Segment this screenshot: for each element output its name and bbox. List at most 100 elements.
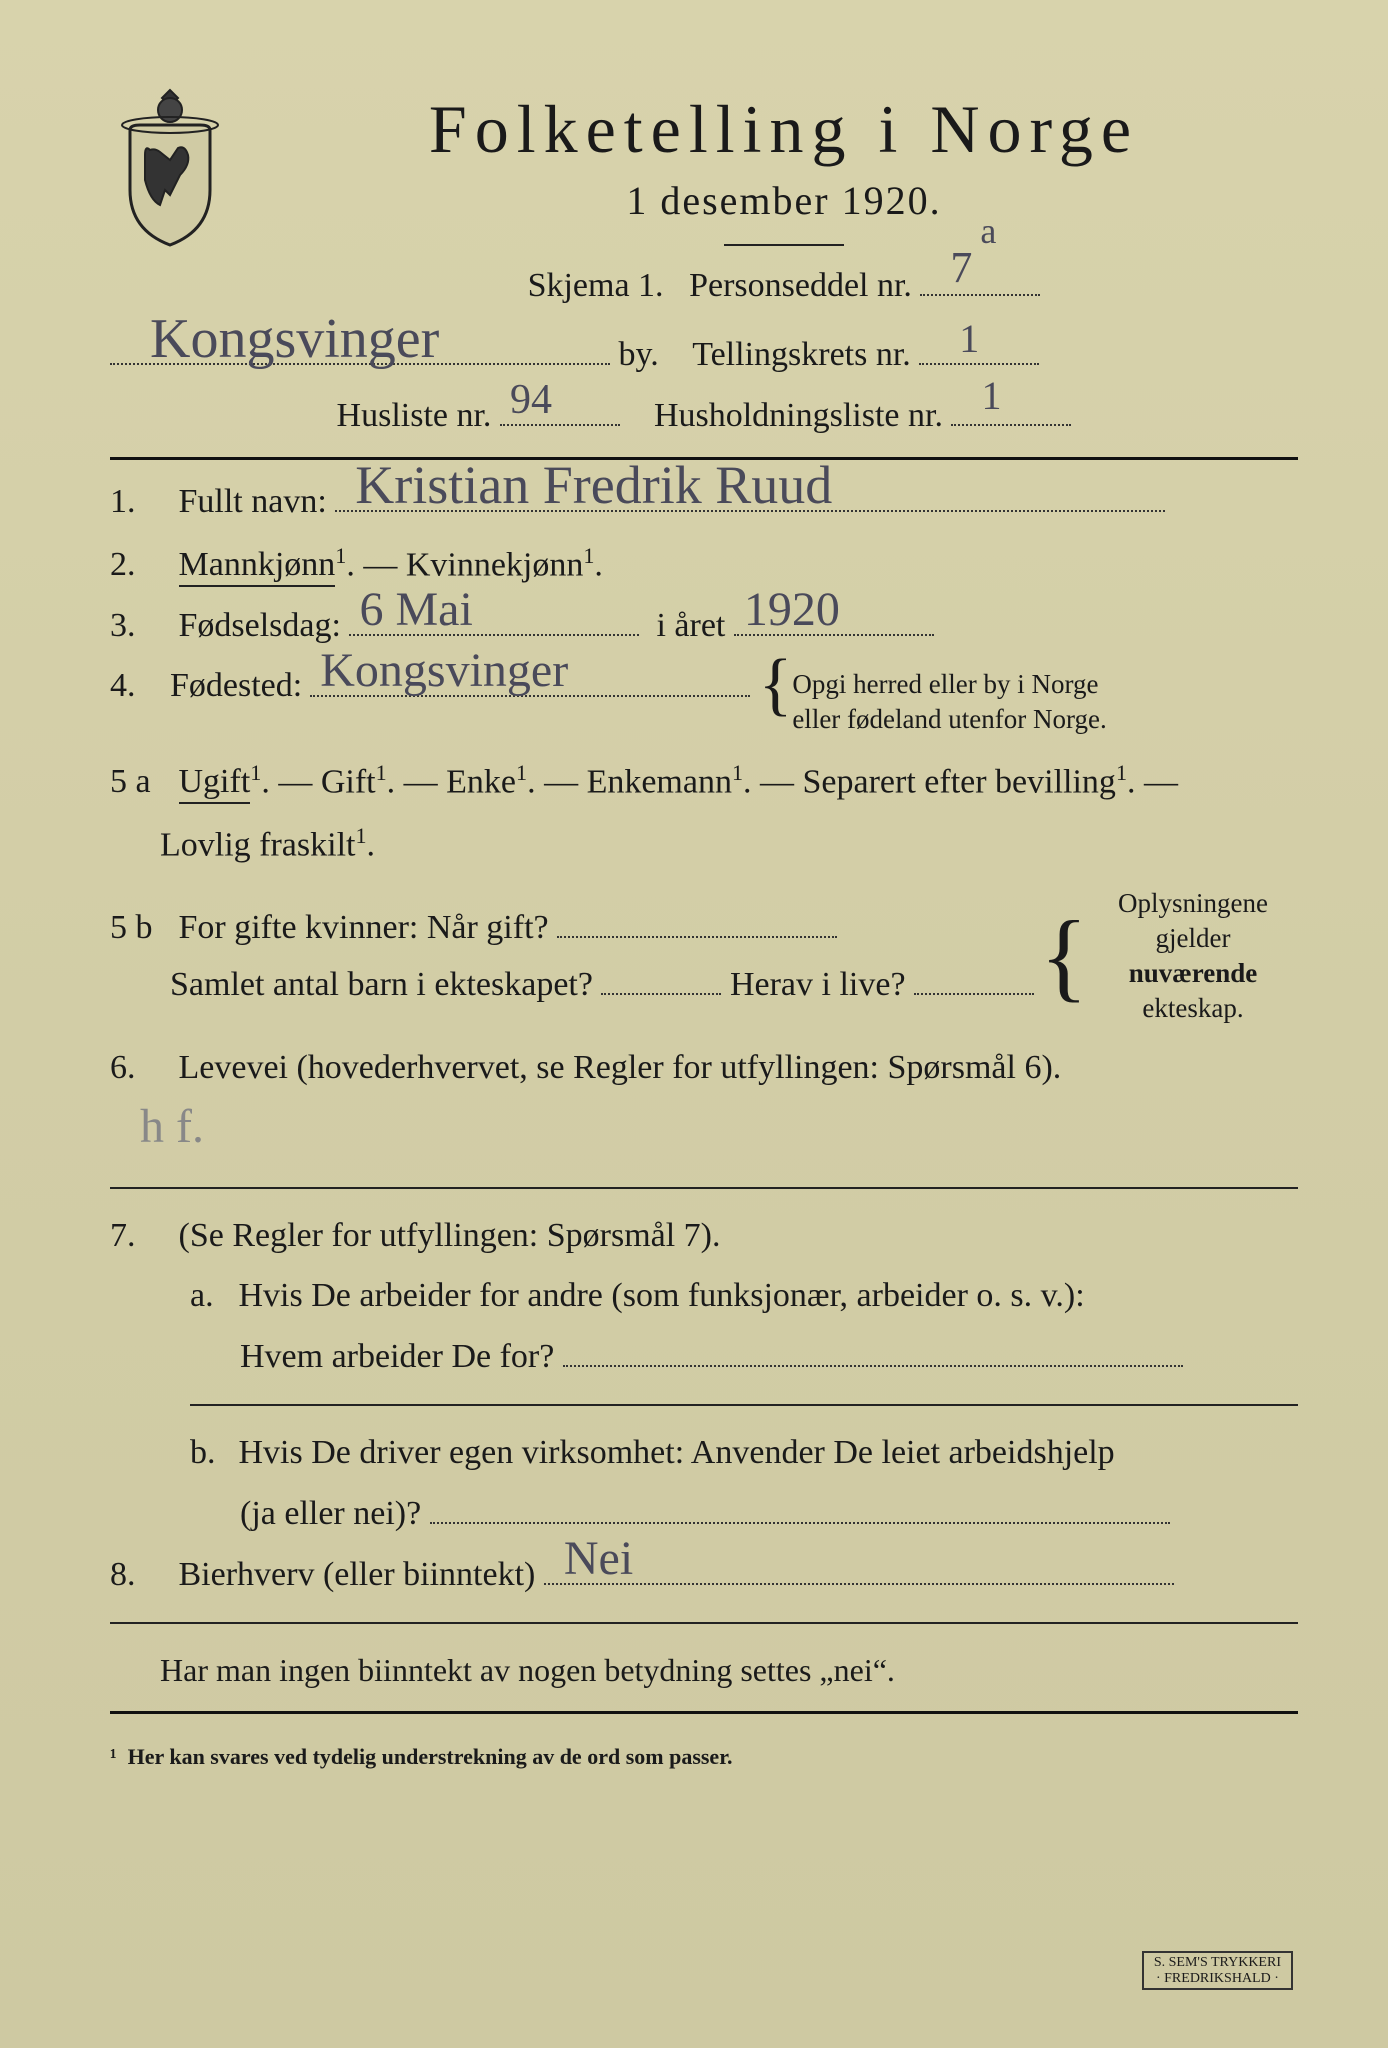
q3-year-field: 1920 <box>734 606 934 636</box>
q1-label: Fullt navn: <box>179 483 327 520</box>
q6-value: h f. <box>140 1099 204 1154</box>
q7-divider <box>190 1404 1298 1406</box>
q4-note-l2: eller fødeland utenfor Norge. <box>792 704 1106 734</box>
q3-year-label: i året <box>656 607 725 644</box>
location-row-2: Husliste nr. 94 Husholdningsliste nr. 1 <box>110 396 1298 435</box>
personseddel-label: Personseddel nr. <box>689 267 912 304</box>
q7a-line1: Hvis De arbeider for andre (som funksjon… <box>239 1277 1085 1314</box>
bottom-line: Har man ingen biinntekt av nogen betydni… <box>160 1652 895 1688</box>
q7b-row: b. Hvis De driver egen virksomhet: Anven… <box>110 1434 1298 1472</box>
q2-num: 2. <box>110 546 170 584</box>
q7-num: 7. <box>110 1217 170 1255</box>
divider <box>724 244 844 246</box>
q3-year-value: 1920 <box>744 582 840 637</box>
q6-row: 6. Levevei (hovederhvervet, se Regler fo… <box>110 1049 1298 1087</box>
q2-dash: — <box>363 546 406 583</box>
q5b-line2b: Herav i live? <box>730 966 906 1003</box>
q3-day-value: 6 Mai <box>359 582 472 637</box>
q5a-enkemann: Enkemann <box>587 763 732 800</box>
q5a-gift: Gift <box>321 763 376 800</box>
q4-label: Fødested: <box>170 667 302 705</box>
personseddel-annotation: a <box>980 210 996 252</box>
subtitle: 1 desember 1920. <box>270 177 1298 224</box>
tellingskrets-field: 1 <box>919 335 1039 365</box>
husholdning-field: 1 <box>951 396 1071 426</box>
husliste-field: 94 <box>500 396 620 426</box>
q4-value: Kongsvinger <box>320 643 568 698</box>
bottom-line-row: Har man ingen biinntekt av nogen betydni… <box>110 1652 1298 1689</box>
q5b-note-l3: ekteskap. <box>1142 993 1243 1023</box>
q8-num: 8. <box>110 1556 170 1594</box>
q5a-row: 5 a Ugift1. — Gift1. — Enke1. — Enkemann… <box>110 760 1298 801</box>
q5b-row: 5 b For gifte kvinner: Når gift? Samlet … <box>110 886 1298 1026</box>
husholdning-value: 1 <box>981 372 1001 419</box>
q5a-fraskilt: Lovlig fraskilt <box>160 826 355 863</box>
q7b-row-2: (ja eller nei)? <box>110 1494 1298 1533</box>
q4-row: 4. Fødested: Kongsvinger { Opgi herred e… <box>110 667 1298 737</box>
section-divider-3 <box>110 1622 1298 1624</box>
personseddel-value: 7 <box>950 242 972 293</box>
footnote: ¹ Her kan svares ved tydelig understrekn… <box>110 1744 1298 1770</box>
brace-icon: { <box>1040 931 1088 981</box>
q7a-label: a. <box>190 1277 230 1315</box>
q5b-note-l2: gjelder nuværende <box>1129 923 1258 988</box>
printer-stamp: S. SEM'S TRYKKERI · FREDRIKSHALD · <box>1142 1951 1293 1990</box>
husliste-label: Husliste nr. <box>337 397 492 434</box>
q7a-row-2: Hvem arbeider De for? <box>110 1337 1298 1376</box>
section-divider-4 <box>110 1711 1298 1714</box>
q5a-separert: Separert efter bevilling <box>803 763 1116 800</box>
q4-note: Opgi herred eller by i Norge eller fødel… <box>792 667 1106 737</box>
q5b-line2a: Samlet antal barn i ekteskapet? <box>170 966 593 1003</box>
q7b-line1: Hvis De driver egen virksomhet: Anvender… <box>239 1434 1115 1471</box>
tellingskrets-value: 1 <box>959 315 979 362</box>
q8-row: 8. Bierhverv (eller biinntekt) Nei <box>110 1555 1298 1594</box>
section-divider-2 <box>110 1187 1298 1189</box>
q5b-num: 5 b <box>110 909 170 947</box>
q3-num: 3. <box>110 607 170 645</box>
q1-field: Kristian Fredrik Ruud <box>335 482 1165 512</box>
schema-label: Skjema 1. <box>528 267 664 304</box>
q6-value-row: h f. <box>110 1109 1298 1159</box>
q1-num: 1. <box>110 483 170 521</box>
title-block: Folketelling i Norge 1 desember 1920. Sk… <box>270 80 1298 305</box>
q1-value: Kristian Fredrik Ruud <box>355 454 832 516</box>
q4-num: 4. <box>110 667 170 705</box>
footnote-text: ¹ Her kan svares ved tydelig understrekn… <box>110 1744 732 1769</box>
q2-kvinne: Kvinnekjønn <box>406 546 584 583</box>
q7a-field <box>563 1337 1183 1367</box>
header: Folketelling i Norge 1 desember 1920. Sk… <box>110 80 1298 305</box>
q8-label: Bierhverv (eller biinntekt) <box>179 1556 536 1593</box>
q6-label: Levevei (hovederhvervet, se Regler for u… <box>179 1049 1062 1086</box>
q5b-live-field <box>914 965 1034 995</box>
husliste-value: 94 <box>510 376 552 424</box>
q5b-barn-field <box>601 965 721 995</box>
by-field: Kongsvinger <box>110 335 610 365</box>
census-form-page: Folketelling i Norge 1 desember 1920. Sk… <box>0 0 1388 2048</box>
schema-line: Skjema 1. Personseddel nr. 7 a <box>270 266 1298 305</box>
q5b-line1: For gifte kvinner: Når gift? <box>179 909 549 946</box>
q3-label: Fødselsdag: <box>179 607 341 644</box>
personseddel-field: 7 a <box>920 266 1040 296</box>
q8-value: Nei <box>564 1531 633 1586</box>
q7a-row: a. Hvis De arbeider for andre (som funks… <box>110 1277 1298 1315</box>
q5b-note: Oplysningene gjelder nuværende ekteskap. <box>1088 886 1298 1026</box>
husholdning-label: Husholdningsliste nr. <box>654 397 943 434</box>
by-label: by. <box>619 336 659 373</box>
q7a-line2: Hvem arbeider De for? <box>240 1338 554 1375</box>
q2-row: 2. Mannkjønn1. — Kvinnekjønn1. <box>110 543 1298 584</box>
main-title: Folketelling i Norge <box>270 90 1298 169</box>
q7b-line2: (ja eller nei)? <box>240 1495 421 1532</box>
by-value: Kongsvinger <box>150 307 439 371</box>
q4-note-l1: Opgi herred eller by i Norge <box>792 669 1098 699</box>
q5a-enke: Enke <box>446 763 516 800</box>
q7-row: 7. (Se Regler for utfyllingen: Spørsmål … <box>110 1217 1298 1255</box>
q5b-gift-field <box>557 908 837 938</box>
q2-mann: Mannkjønn <box>179 546 336 587</box>
stamp-l1: S. SEM'S TRYKKERI <box>1154 1955 1281 1970</box>
location-row-1: Kongsvinger by. Tellingskrets nr. 1 <box>110 335 1298 374</box>
q5a-row-2: Lovlig fraskilt1. <box>110 823 1298 864</box>
q4-field: Kongsvinger <box>310 667 750 697</box>
q5b-note-l1: Oplysningene <box>1118 888 1268 918</box>
q1-row: 1. Fullt navn: Kristian Fredrik Ruud <box>110 482 1298 521</box>
coat-of-arms-icon <box>110 80 230 250</box>
